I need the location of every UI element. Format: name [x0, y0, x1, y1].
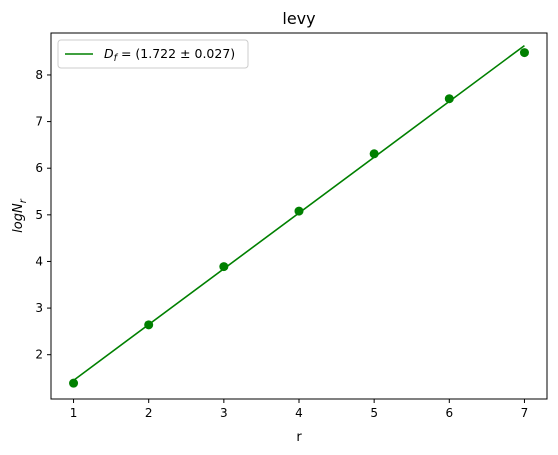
- legend: Df = (1.722 ± 0.027): [57, 39, 249, 69]
- data-points: [69, 48, 529, 388]
- x-tick-label: 4: [295, 406, 303, 420]
- x-tick-label: 3: [220, 406, 228, 420]
- legend-box: [57, 39, 249, 69]
- x-axis-ticks: 1 2 3 4 5 6 7: [70, 399, 529, 420]
- data-point: [294, 206, 304, 216]
- data-point: [444, 94, 454, 104]
- y-axis-ticks: 2 3 4 5 6 7 8: [35, 68, 51, 362]
- data-point: [519, 48, 529, 58]
- y-tick-label: 3: [35, 301, 43, 315]
- x-axis-label: r: [296, 430, 302, 445]
- legend-label: Df = (1.722 ± 0.027): [104, 46, 235, 64]
- y-tick-label: 2: [35, 348, 43, 362]
- plot-frame: [50, 32, 548, 400]
- y-tick-label: 4: [35, 254, 43, 268]
- chart-title: levy: [282, 9, 315, 28]
- y-axis-label: logNr: [11, 198, 29, 233]
- y-tick-label: 6: [35, 161, 43, 175]
- y-tick-label: 5: [35, 208, 43, 222]
- x-tick-label: 5: [370, 406, 378, 420]
- data-point: [369, 149, 379, 159]
- x-tick-label: 7: [521, 406, 529, 420]
- x-tick-label: 1: [70, 406, 78, 420]
- data-point: [219, 262, 229, 272]
- data-point: [144, 320, 154, 330]
- x-tick-label: 2: [145, 406, 153, 420]
- y-tick-label: 8: [35, 68, 43, 82]
- data-point: [69, 378, 79, 388]
- x-tick-label: 6: [445, 406, 453, 420]
- y-tick-label: 7: [35, 115, 43, 129]
